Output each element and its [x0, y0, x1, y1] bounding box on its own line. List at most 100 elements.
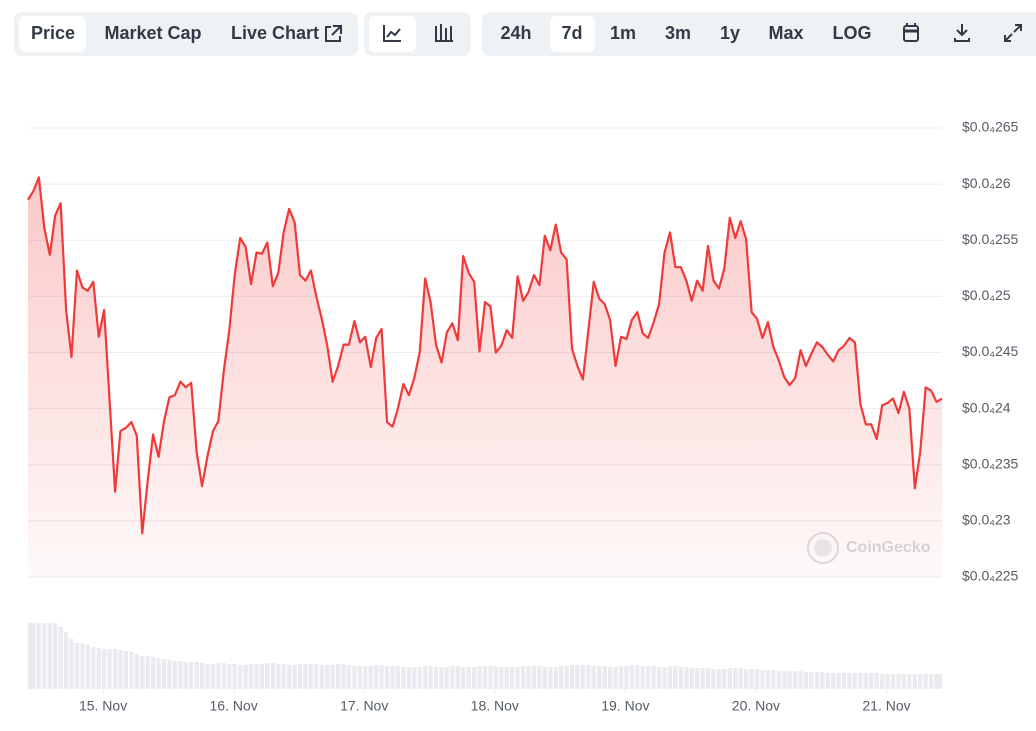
x-tick-label: 19. Nov: [601, 698, 649, 714]
volume-bar: [482, 666, 488, 689]
volume-bar: [439, 667, 444, 689]
range-button[interactable]: 24h: [500, 23, 531, 43]
volume-bar: [722, 669, 727, 689]
volume-bar: [607, 667, 613, 689]
tab-group: [14, 12, 358, 56]
log-button[interactable]: LOG: [833, 23, 872, 43]
volume-bar: [901, 674, 907, 689]
volume-bar: [537, 666, 542, 689]
volume-bar: [515, 667, 520, 689]
volume-bar: [558, 666, 564, 689]
range-button[interactable]: 1m: [610, 23, 636, 43]
volume-bar: [874, 673, 879, 689]
volume-bar: [395, 666, 401, 689]
volume-bar: [428, 666, 433, 689]
volume-bar: [150, 657, 156, 689]
range-button[interactable]: 7d: [561, 23, 582, 43]
volume-bar: [700, 668, 705, 689]
volume-bar: [488, 666, 493, 689]
y-tick-label: $0.0₄235: [962, 455, 1019, 471]
volume-bar: [47, 623, 52, 689]
range-button[interactable]: 1y: [720, 23, 740, 43]
volume-bar: [907, 674, 912, 689]
range-button[interactable]: Max: [768, 23, 803, 43]
volume-bar: [629, 665, 635, 689]
volume-bar: [662, 667, 667, 689]
volume-bar: [101, 649, 107, 689]
x-tick-label: 21. Nov: [862, 698, 910, 714]
volume-bar: [189, 662, 194, 689]
volume-bar: [580, 665, 586, 689]
volume-bar: [63, 632, 69, 689]
volume-bar: [727, 668, 732, 689]
volume-bar: [553, 667, 558, 689]
tab-button[interactable]: Live Chart: [231, 23, 319, 43]
volume-bar: [156, 658, 161, 689]
volume-bar: [918, 674, 923, 689]
volume-bar: [368, 666, 373, 689]
volume-bar: [858, 673, 863, 689]
volume-bar: [635, 665, 640, 689]
calendar-icon[interactable]: [903, 23, 919, 42]
volume-bar: [74, 643, 80, 689]
volume-bar: [771, 670, 776, 689]
volume-bar: [42, 623, 47, 689]
volume-bar: [466, 667, 471, 689]
volume-bar: [423, 666, 428, 689]
x-tick-label: 18. Nov: [471, 698, 519, 714]
volume-bar: [896, 674, 901, 689]
tab-button[interactable]: Price: [31, 23, 75, 43]
volume-bar: [493, 666, 499, 689]
volume-bar: [52, 623, 58, 689]
volume-bar: [477, 666, 482, 689]
volume-bar: [820, 672, 825, 689]
volume-bar: [107, 649, 112, 689]
x-tick-label: 15. Nov: [79, 698, 127, 714]
y-tick-label: $0.0₄245: [962, 343, 1019, 359]
volume-bar: [259, 664, 265, 689]
y-tick-label: $0.0₄265: [962, 119, 1019, 135]
volume-bar: [798, 671, 803, 689]
volume-bar: [129, 652, 134, 689]
volume-bar: [194, 662, 199, 689]
volume-bar: [140, 656, 145, 689]
volume-bar: [417, 667, 422, 689]
download-icon[interactable]: [954, 24, 970, 42]
fullscreen-icon[interactable]: [1004, 24, 1022, 42]
volume-bar: [167, 660, 172, 689]
volume-bar: [254, 664, 259, 689]
volume-bar: [286, 665, 292, 689]
volume-bar: [69, 639, 74, 689]
volume-bar: [504, 667, 509, 689]
volume-bar: [145, 656, 150, 689]
y-tick-label: $0.0₄23: [962, 512, 1011, 528]
volume-bar: [183, 662, 188, 689]
volume-bar: [178, 661, 183, 689]
tab-button[interactable]: Market Cap: [104, 23, 201, 43]
volume-bar: [890, 674, 896, 689]
candle-chart-icon[interactable]: [435, 24, 453, 42]
line-chart-icon[interactable]: [383, 25, 401, 42]
volume-bar: [221, 663, 227, 689]
watermark: CoinGecko: [807, 532, 931, 564]
volume-bar: [520, 666, 526, 689]
volume-bar: [352, 666, 357, 689]
volume-bar: [335, 664, 341, 689]
volume-bar: [863, 673, 869, 689]
volume-bar: [738, 668, 743, 689]
volume-bar: [216, 663, 221, 689]
volume-bar: [711, 669, 716, 689]
volume-bar: [58, 627, 63, 689]
range-button[interactable]: 3m: [665, 23, 691, 43]
price-line: [27, 176, 943, 535]
volume-bar: [564, 666, 569, 689]
volume-bar: [270, 663, 275, 689]
volume-bar: [825, 673, 830, 689]
volume-bar: [455, 666, 461, 689]
volume-bar: [276, 664, 281, 689]
volume-bar: [651, 666, 656, 689]
volume-bar: [733, 668, 738, 689]
volume-bar: [91, 647, 96, 689]
